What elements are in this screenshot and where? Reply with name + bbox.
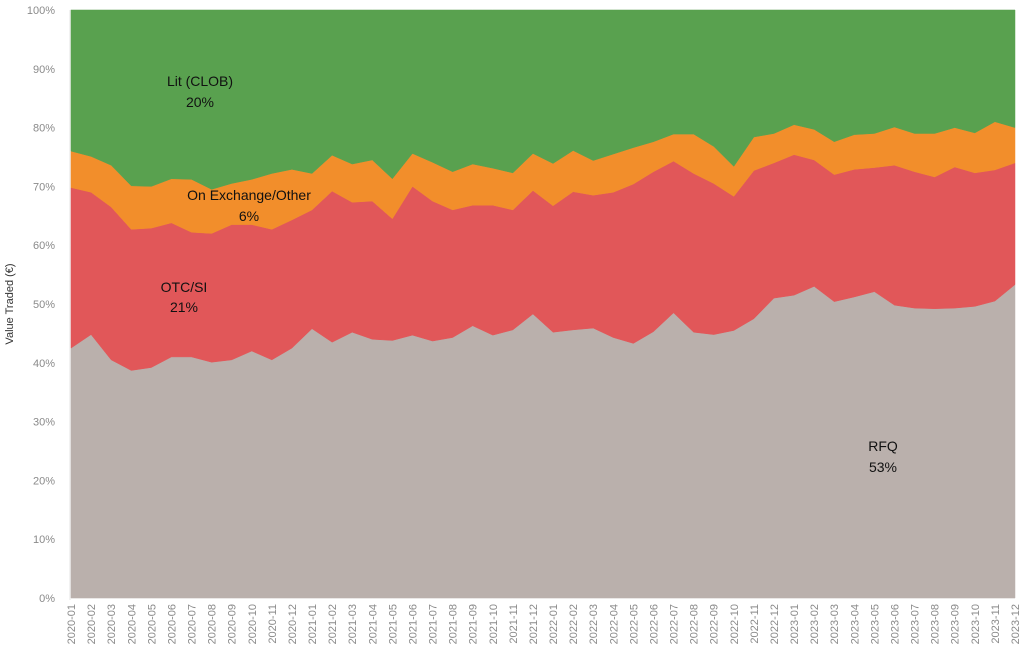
x-tick-label: 2020-06 [166, 604, 178, 644]
annotation-other-label: On Exchange/Other [187, 187, 311, 203]
x-tick-label: 2023-09 [950, 604, 962, 644]
x-tick-label: 2023-06 [889, 604, 901, 644]
x-tick-label: 2022-09 [709, 604, 721, 644]
x-tick-label: 2023-03 [829, 604, 841, 644]
x-tick-label: 2022-05 [628, 604, 640, 644]
x-tick-label: 2021-08 [448, 604, 460, 644]
x-tick-label: 2020-10 [247, 604, 259, 644]
x-tick-label: 2021-07 [428, 604, 440, 644]
annotation-rfq-value: 53% [869, 459, 897, 475]
annotation-other-value: 6% [239, 208, 259, 224]
x-tick-label: 2022-02 [568, 604, 580, 644]
x-tick-label: 2023-01 [789, 604, 801, 644]
x-tick-label: 2021-10 [488, 604, 500, 644]
y-tick-label: 50% [33, 299, 55, 311]
x-tick-label: 2021-04 [367, 604, 379, 644]
y-tick-label: 80% [33, 123, 55, 135]
x-tick-label: 2023-10 [970, 604, 982, 644]
y-axis-label: Value Traded (€) [4, 263, 16, 344]
x-tick-label: 2020-07 [187, 604, 199, 644]
x-tick-label: 2022-11 [749, 604, 761, 644]
y-tick-label: 40% [33, 358, 55, 370]
x-tick-label: 2023-02 [809, 604, 821, 644]
x-tick-label: 2021-11 [508, 604, 520, 644]
x-tick-label: 2023-12 [1010, 604, 1022, 644]
y-tick-label: 0% [39, 593, 55, 605]
x-tick-label: 2020-01 [66, 604, 78, 644]
x-tick-label: 2022-10 [729, 604, 741, 644]
x-tick-label: 2023-11 [990, 604, 1002, 644]
x-tick-label: 2022-03 [588, 604, 600, 644]
area-lit-clob [70, 9, 1016, 190]
annotation-otc-label: OTC/SI [161, 279, 208, 295]
x-tick-label: 2022-06 [648, 604, 660, 644]
x-tick-label: 2020-05 [146, 604, 158, 644]
series-areas [70, 9, 1016, 599]
x-tick-label: 2022-04 [608, 604, 620, 644]
x-tick-label: 2022-12 [769, 604, 781, 644]
annotation-otc-value: 21% [170, 299, 198, 315]
y-tick-label: 60% [33, 240, 55, 252]
y-tick-label: 20% [33, 475, 55, 487]
x-axis-ticks: 2020-01 2020-02 2020-03 2020-04 2020-05 2020-… [66, 604, 1022, 644]
x-tick-label: 2020-04 [126, 604, 138, 644]
x-tick-label: 2020-02 [86, 604, 98, 644]
annotation-rfq-label: RFQ [868, 438, 898, 454]
x-tick-label: 2021-01 [307, 604, 319, 644]
x-tick-label: 2021-12 [528, 604, 540, 644]
x-tick-label: 2021-09 [468, 604, 480, 644]
x-tick-label: 2021-02 [327, 604, 339, 644]
annotation-lit-value: 20% [186, 94, 214, 110]
x-tick-label: 2022-01 [548, 604, 560, 644]
x-tick-label: 2020-09 [227, 604, 239, 644]
x-tick-label: 2020-08 [207, 604, 219, 644]
x-tick-label: 2023-08 [930, 604, 942, 644]
x-tick-label: 2022-07 [669, 604, 681, 644]
annotations: Lit (CLOB) 20% On Exchange/Other 6% OTC/… [161, 73, 898, 475]
x-tick-label: 2021-06 [407, 604, 419, 644]
y-tick-label: 100% [27, 5, 55, 17]
y-tick-label: 10% [33, 534, 55, 546]
x-tick-label: 2023-05 [869, 604, 881, 644]
y-axis-ticks: 0% 10% 20% 30% 40% 50% 60% 70% 80% 90% 100% [27, 5, 55, 605]
annotation-lit-label: Lit (CLOB) [167, 73, 233, 89]
y-tick-label: 30% [33, 417, 55, 429]
x-tick-label: 2023-04 [849, 604, 861, 644]
y-tick-label: 90% [33, 64, 55, 76]
x-tick-label: 2023-07 [910, 604, 922, 644]
x-tick-label: 2020-11 [267, 604, 279, 644]
x-tick-label: 2020-12 [287, 604, 299, 644]
x-tick-label: 2022-08 [689, 604, 701, 644]
x-tick-label: 2020-03 [106, 604, 118, 644]
y-tick-label: 70% [33, 181, 55, 193]
x-tick-label: 2021-05 [387, 604, 399, 644]
x-tick-label: 2021-03 [347, 604, 359, 644]
